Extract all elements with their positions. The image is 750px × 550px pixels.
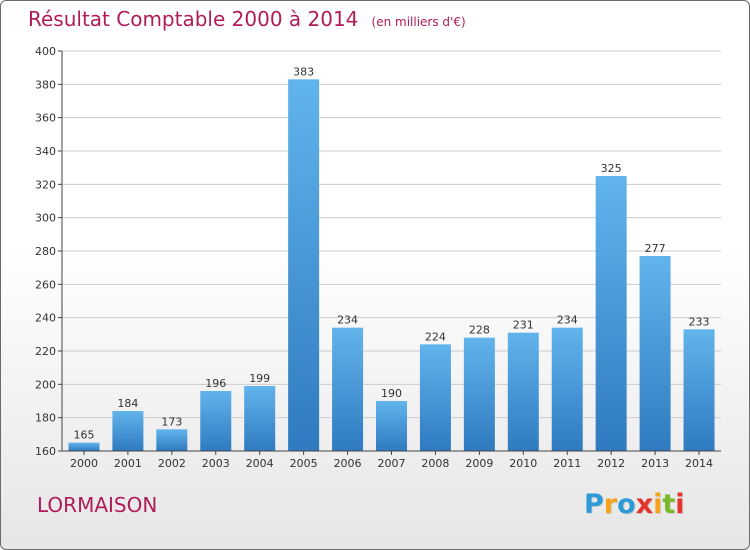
x-tick-label: 2000 xyxy=(70,457,98,470)
data-label: 234 xyxy=(337,314,358,327)
y-tick-label: 160 xyxy=(35,445,56,458)
data-label: 173 xyxy=(161,415,182,428)
y-tick-label: 380 xyxy=(35,78,56,91)
bar xyxy=(463,337,495,451)
bar xyxy=(244,386,276,451)
bar xyxy=(68,442,100,451)
bar xyxy=(376,401,407,451)
y-tick-label: 300 xyxy=(35,212,56,225)
y-tick-label: 180 xyxy=(35,412,56,425)
logo-letter: P xyxy=(584,489,604,520)
bar xyxy=(507,332,539,451)
x-tick-label: 2004 xyxy=(246,457,274,470)
data-label: 234 xyxy=(557,314,578,327)
data-label: 383 xyxy=(293,65,314,78)
bar xyxy=(332,327,364,451)
bar xyxy=(200,391,232,451)
x-tick-label: 2010 xyxy=(509,457,537,470)
data-label: 224 xyxy=(425,330,446,343)
y-tick-label: 360 xyxy=(35,112,56,125)
chart-unit-label: (en milliers d'€) xyxy=(371,15,466,29)
logo-letter: t xyxy=(662,489,676,520)
x-tick-label: 2007 xyxy=(378,457,406,470)
data-label: 184 xyxy=(117,397,138,410)
y-tick-label: 400 xyxy=(35,45,56,58)
data-label: 277 xyxy=(645,242,666,255)
y-tick-label: 320 xyxy=(35,178,56,191)
logo-letter: r xyxy=(603,489,618,520)
y-tick-label: 240 xyxy=(35,312,56,325)
logo-letter: i xyxy=(675,489,685,520)
x-tick-label: 2011 xyxy=(553,457,581,470)
y-tick-label: 200 xyxy=(35,378,56,391)
data-label: 196 xyxy=(205,377,226,390)
data-label: 199 xyxy=(249,372,270,385)
logo-letter: i xyxy=(653,489,663,520)
y-tick-label: 340 xyxy=(35,145,56,158)
data-label: 231 xyxy=(513,319,534,332)
bar xyxy=(156,429,188,451)
y-tick-label: 280 xyxy=(35,245,56,258)
commune-name: LORMAISON xyxy=(37,493,158,517)
logo-letter: x xyxy=(635,489,654,520)
x-tick-label: 2012 xyxy=(597,457,625,470)
data-label: 165 xyxy=(73,429,94,442)
proxiti-logo: Proxiti xyxy=(584,489,685,520)
data-label: 228 xyxy=(469,324,490,337)
bar xyxy=(639,256,671,451)
y-tick-label: 220 xyxy=(35,345,56,358)
bar xyxy=(551,327,583,451)
x-tick-label: 2008 xyxy=(421,457,449,470)
bar xyxy=(419,344,451,451)
x-tick-label: 2002 xyxy=(158,457,186,470)
data-label: 325 xyxy=(601,162,622,175)
bar xyxy=(683,329,715,451)
chart-title-block: Résultat Comptable 2000 à 2014 (en milli… xyxy=(28,7,466,31)
chart-title: Résultat Comptable 2000 à 2014 xyxy=(28,7,359,31)
x-tick-label: 2005 xyxy=(290,457,318,470)
bar xyxy=(288,79,320,451)
x-tick-label: 2009 xyxy=(465,457,493,470)
logo-letter: o xyxy=(617,489,636,520)
x-tick-label: 2001 xyxy=(114,457,142,470)
x-tick-label: 2014 xyxy=(685,457,713,470)
bar xyxy=(112,411,144,451)
x-tick-label: 2006 xyxy=(334,457,362,470)
data-label: 233 xyxy=(689,315,710,328)
y-tick-label: 260 xyxy=(35,278,56,291)
x-tick-label: 2003 xyxy=(202,457,230,470)
x-tick-label: 2013 xyxy=(641,457,669,470)
bar xyxy=(595,176,627,451)
data-label: 190 xyxy=(381,387,402,400)
